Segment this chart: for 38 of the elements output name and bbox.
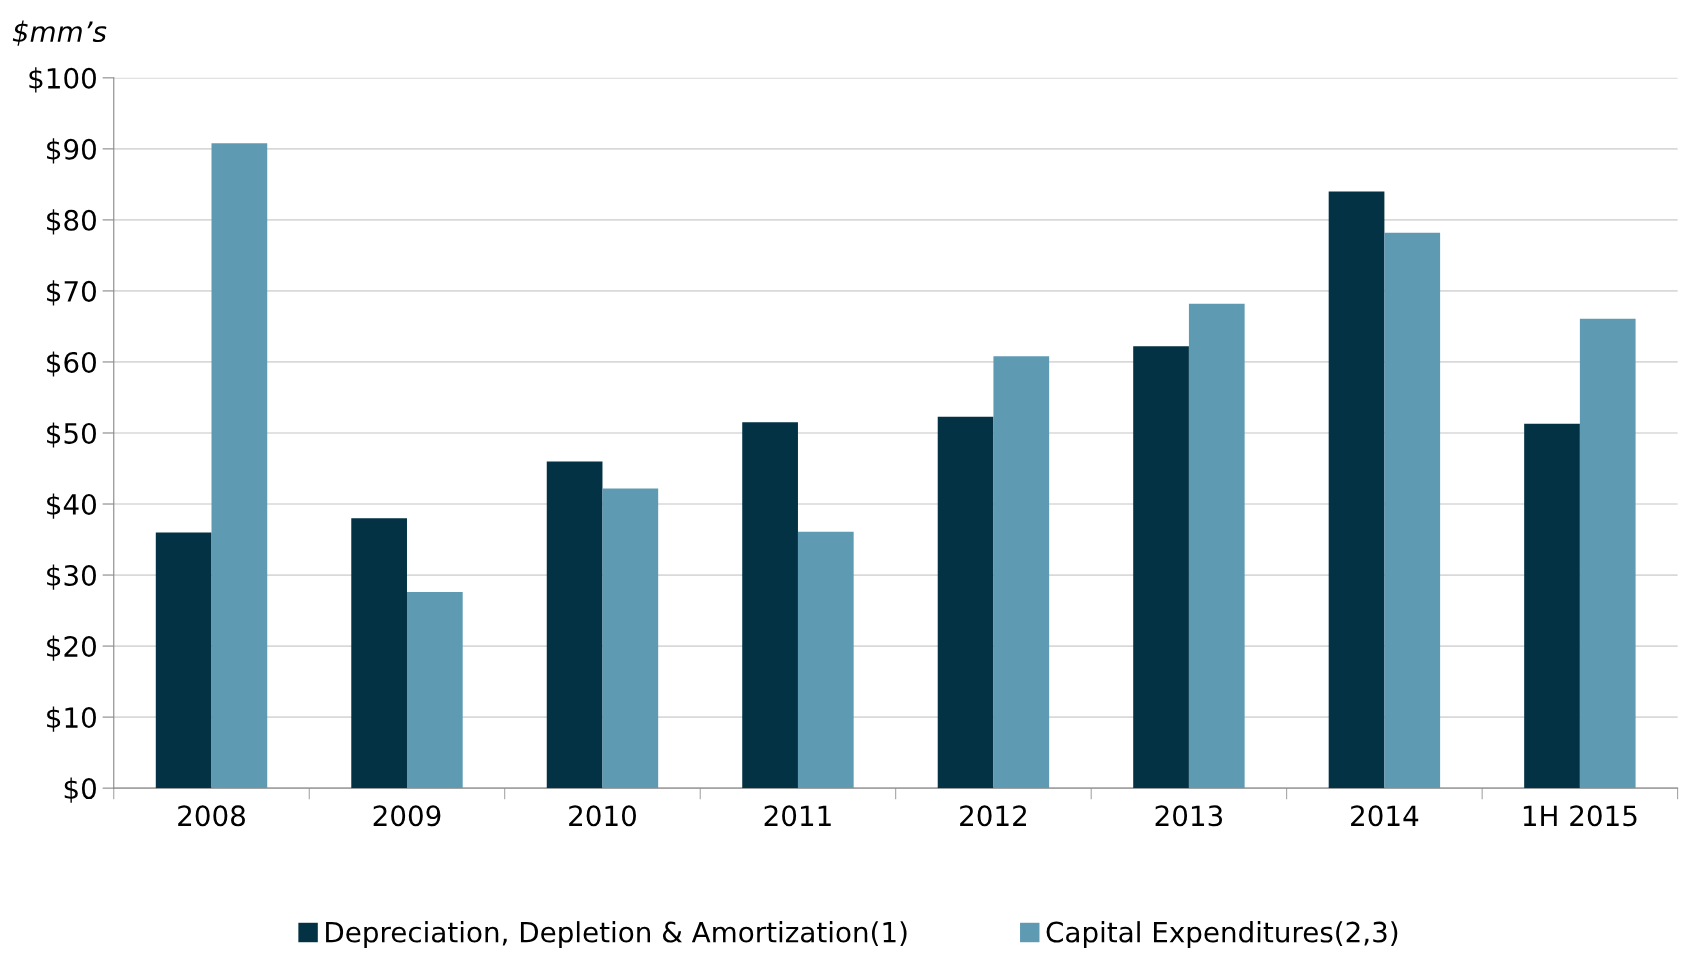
x-tick-label: 2012: [960, 805, 1026, 827]
bar: [797, 531, 854, 789]
bar: [351, 518, 407, 789]
legend-label: Capital Expenditures(2,3): [1046, 921, 1398, 948]
bar: [602, 488, 659, 789]
x-tick-label: 2008: [178, 805, 245, 827]
y-tick-label: $10: [47, 706, 96, 732]
bar: [993, 356, 1050, 789]
bar: [546, 461, 603, 789]
y-tick-label: $70: [47, 280, 96, 306]
bar: [1524, 423, 1580, 789]
y-tick-label: $0: [64, 777, 96, 803]
bar: [1328, 191, 1385, 789]
bar: [1579, 318, 1636, 789]
y-tick-label: $60: [47, 351, 96, 377]
x-tick-label: 2014: [1351, 805, 1419, 827]
bar: [211, 143, 268, 789]
x-tick-label: 2011: [764, 805, 831, 827]
y-tick-label: $40: [47, 493, 96, 519]
y-tick-label: $100: [29, 67, 96, 93]
legend-label: Depreciation, Depletion & Amortization(1): [326, 921, 907, 948]
y-tick-label: $80: [47, 209, 96, 235]
y-tick-label: $50: [47, 422, 96, 448]
bar: [406, 592, 463, 789]
y-axis-title: $mm’s: [12, 20, 107, 46]
x-tick-label: 2013: [1155, 805, 1223, 827]
x-tick-label: 2009: [373, 805, 441, 827]
y-tick-label: $90: [47, 138, 96, 164]
bar: [1188, 303, 1245, 789]
bar: [155, 532, 212, 789]
x-tick-label: 2010: [569, 805, 636, 827]
y-tick-label: $20: [47, 635, 96, 661]
bar: [1384, 232, 1441, 789]
bar: [1133, 346, 1189, 789]
y-tick-label: $30: [47, 564, 96, 590]
x-tick-label: 1H 2015: [1523, 805, 1637, 827]
bar: [937, 416, 994, 789]
bar: [742, 422, 798, 789]
